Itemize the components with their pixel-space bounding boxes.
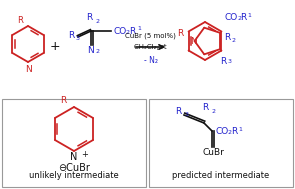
Text: unlikely intermediate: unlikely intermediate: [29, 171, 119, 180]
Text: R: R: [221, 57, 227, 66]
Text: 3: 3: [227, 59, 232, 64]
Text: +: +: [81, 150, 88, 159]
Text: 2: 2: [212, 109, 216, 114]
Text: N: N: [70, 152, 78, 162]
Text: 2: 2: [96, 19, 100, 24]
Text: R: R: [86, 13, 92, 22]
Text: N: N: [24, 65, 31, 74]
Text: CH₂Cl₂, rt: CH₂Cl₂, rt: [134, 44, 167, 50]
Text: R: R: [60, 96, 66, 105]
Text: predicted intermediate: predicted intermediate: [172, 171, 270, 180]
Text: 1: 1: [248, 13, 251, 18]
Text: CuBr: CuBr: [202, 148, 224, 157]
Text: R: R: [177, 29, 183, 37]
Text: R: R: [240, 12, 247, 22]
Text: N: N: [88, 46, 94, 55]
Bar: [149, 99, 293, 187]
Text: R: R: [224, 33, 231, 43]
Text: 2: 2: [228, 130, 232, 136]
Text: 1: 1: [238, 127, 242, 132]
Text: CO: CO: [215, 126, 228, 136]
Text: - N₂: - N₂: [143, 56, 158, 65]
Text: +: +: [50, 40, 60, 53]
Text: R: R: [68, 30, 74, 40]
Text: 2: 2: [126, 30, 130, 36]
Text: R: R: [17, 16, 23, 25]
Text: ⊖CuBr: ⊖CuBr: [58, 163, 90, 173]
Text: 2: 2: [237, 16, 242, 22]
Text: 3: 3: [76, 36, 80, 42]
Text: 3: 3: [185, 112, 189, 118]
Bar: [2, 99, 146, 187]
Text: 2: 2: [232, 37, 235, 43]
Text: R: R: [129, 26, 135, 36]
Text: N: N: [190, 37, 197, 46]
Text: CuBr (5 mol%): CuBr (5 mol%): [125, 33, 176, 39]
Text: CO: CO: [113, 26, 126, 36]
Text: 2: 2: [96, 49, 100, 54]
Text: CO: CO: [224, 12, 238, 22]
Text: R: R: [202, 103, 208, 112]
Text: R: R: [231, 126, 237, 136]
Text: 1: 1: [137, 26, 141, 31]
Text: R: R: [175, 106, 181, 115]
